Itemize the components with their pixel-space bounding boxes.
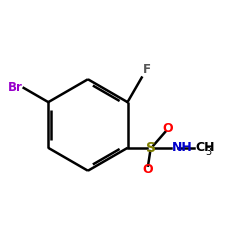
Text: O: O <box>142 163 152 176</box>
Text: CH: CH <box>196 141 215 154</box>
Text: Br: Br <box>8 82 22 94</box>
Text: 3: 3 <box>205 147 211 157</box>
Text: S: S <box>146 141 156 155</box>
Text: O: O <box>162 122 173 135</box>
Text: F: F <box>143 63 151 76</box>
Text: NH: NH <box>172 141 193 154</box>
